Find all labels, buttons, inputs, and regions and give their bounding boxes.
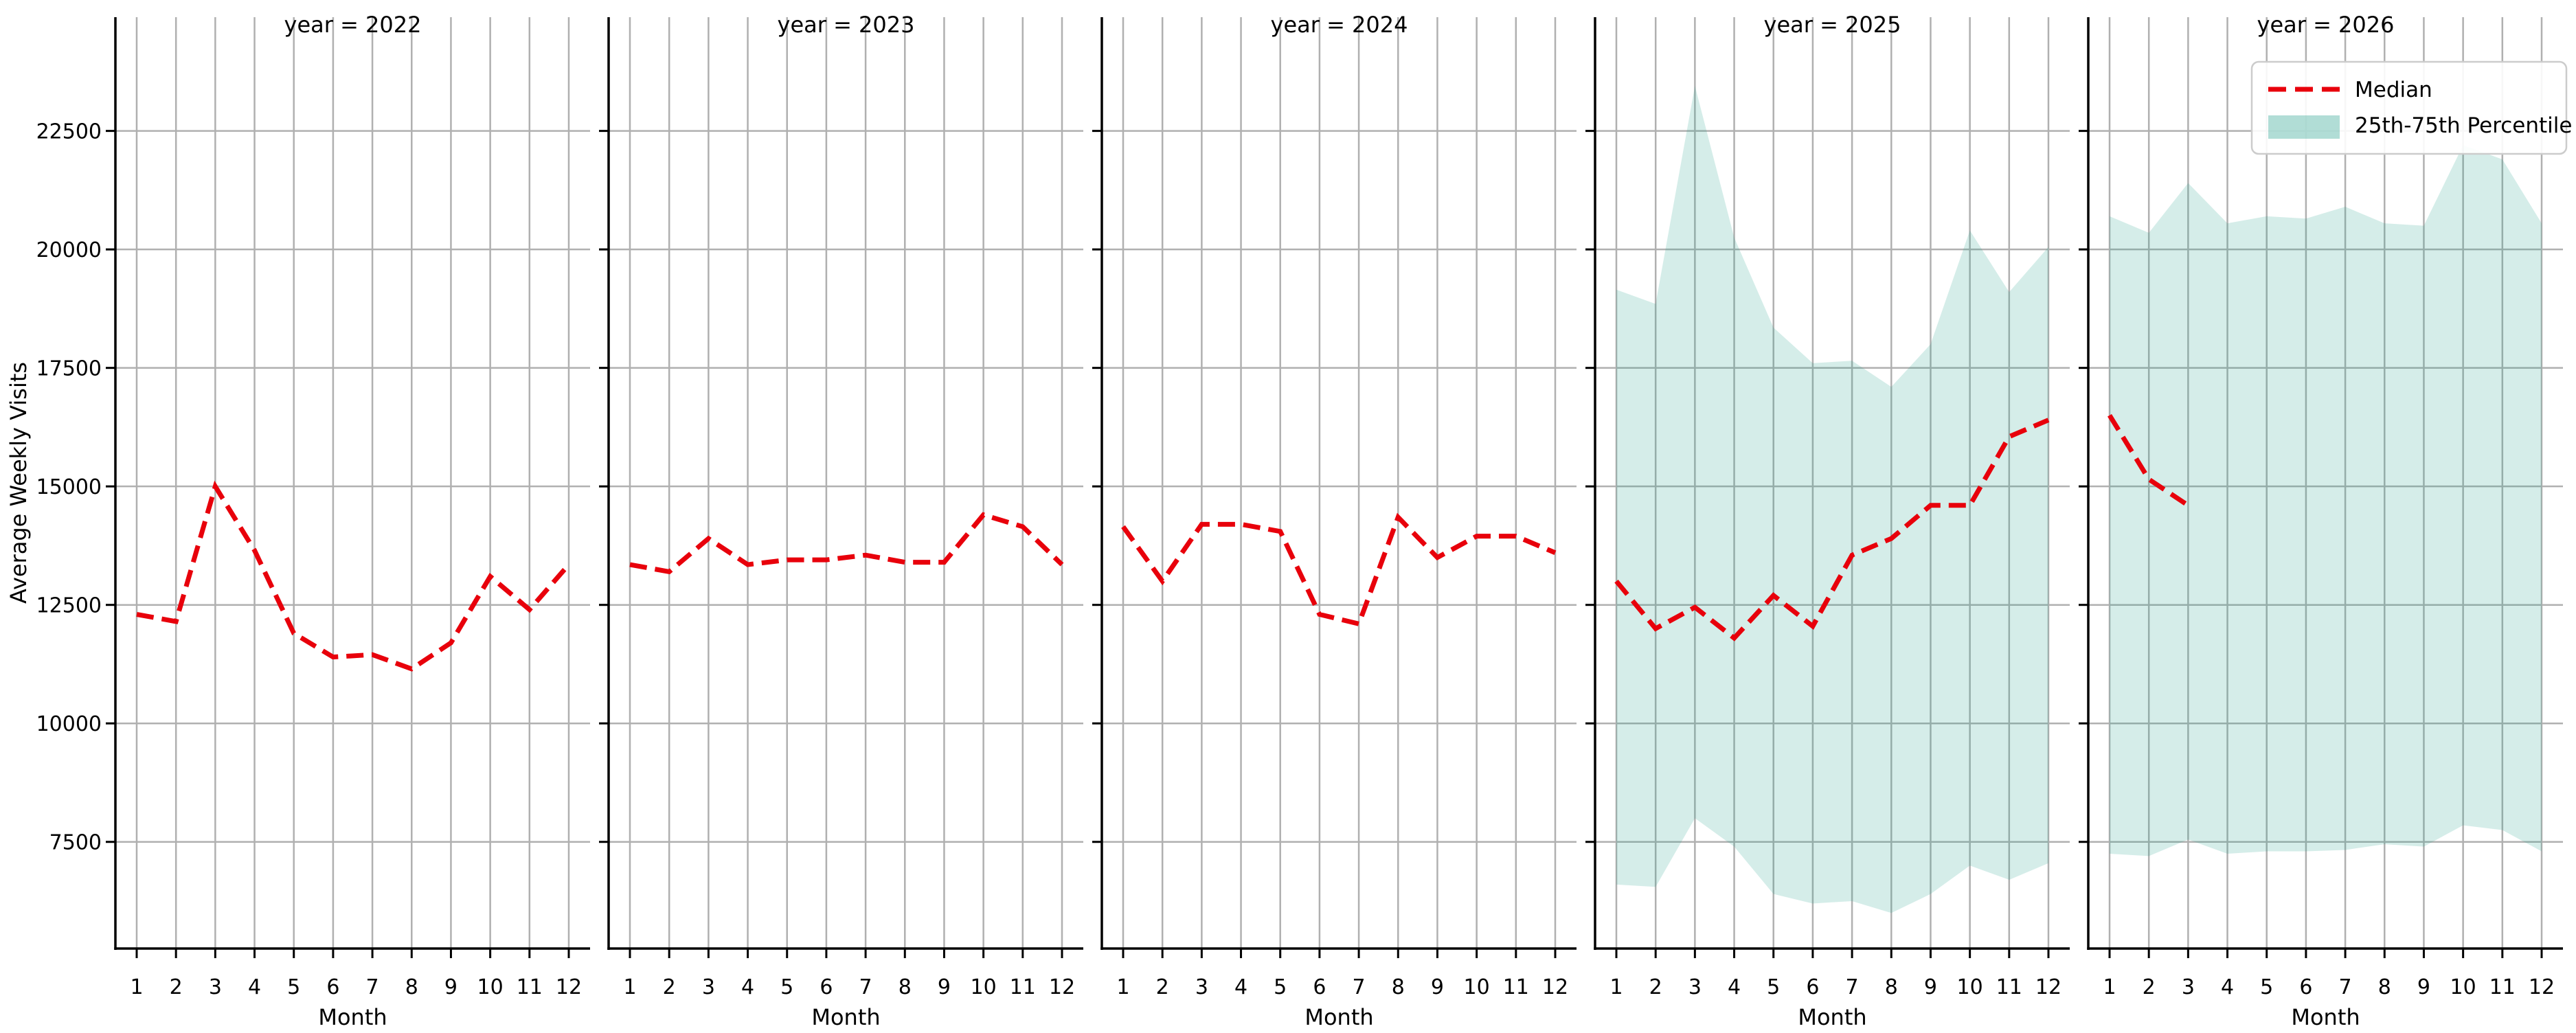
y-tick-label-10000: 10000 bbox=[36, 712, 102, 736]
x-tick-label-2024-m8: 8 bbox=[1392, 975, 1405, 999]
x-tick-label-2024-m7: 7 bbox=[1353, 975, 1366, 999]
x-tick-label-2022-m8: 8 bbox=[405, 975, 418, 999]
x-tick-label-2026-m3: 3 bbox=[2182, 975, 2195, 999]
x-tick-label-2024-m3: 3 bbox=[1195, 975, 1208, 999]
x-tick-label-2025-m7: 7 bbox=[1846, 975, 1859, 999]
x-axis-label-2025: Month bbox=[1798, 1004, 1866, 1030]
facet-title-2026: year = 2026 bbox=[2257, 12, 2395, 38]
x-tick-label-2025-m12: 12 bbox=[2035, 975, 2061, 999]
x-tick-label-2025-m9: 9 bbox=[1924, 975, 1937, 999]
x-tick-label-2022-m11: 11 bbox=[517, 975, 543, 999]
x-tick-label-2023-m4: 4 bbox=[741, 975, 754, 999]
x-tick-label-2026-m2: 2 bbox=[2143, 975, 2156, 999]
x-tick-label-2024-m11: 11 bbox=[1503, 975, 1529, 999]
x-tick-label-2026-m11: 11 bbox=[2489, 975, 2516, 999]
legend-label-median: Median bbox=[2355, 78, 2432, 102]
x-tick-label-2026-m7: 7 bbox=[2339, 975, 2352, 999]
x-tick-label-2025-m6: 6 bbox=[1806, 975, 1819, 999]
x-tick-label-2026-m4: 4 bbox=[2221, 975, 2234, 999]
x-tick-label-2024-m1: 1 bbox=[1116, 975, 1129, 999]
x-tick-label-2025-m5: 5 bbox=[1767, 975, 1780, 999]
x-tick-label-2022-m10: 10 bbox=[477, 975, 504, 999]
y-tick-label-20000: 20000 bbox=[36, 238, 102, 262]
x-tick-label-2026-m10: 10 bbox=[2450, 975, 2476, 999]
x-tick-label-2022-m2: 2 bbox=[170, 975, 183, 999]
percentile-band-2026 bbox=[2110, 145, 2542, 856]
x-tick-label-2025-m3: 3 bbox=[1688, 975, 1702, 999]
x-tick-label-2022-m4: 4 bbox=[248, 975, 261, 999]
x-tick-label-2026-m1: 1 bbox=[2103, 975, 2116, 999]
x-tick-label-2022-m3: 3 bbox=[209, 975, 222, 999]
x-tick-label-2026-m9: 9 bbox=[2417, 975, 2430, 999]
y-tick-label-15000: 15000 bbox=[36, 475, 102, 499]
x-tick-label-2026-m5: 5 bbox=[2260, 975, 2273, 999]
x-tick-label-2022-m1: 1 bbox=[130, 975, 143, 999]
x-axis-label-2023: Month bbox=[811, 1004, 880, 1030]
x-axis-label-2026: Month bbox=[2291, 1004, 2360, 1030]
x-tick-label-2024-m12: 12 bbox=[1542, 975, 1568, 999]
x-tick-label-2023-m11: 11 bbox=[1010, 975, 1036, 999]
facet-title-2022: year = 2022 bbox=[284, 12, 422, 38]
y-tick-label-7500: 7500 bbox=[49, 831, 102, 855]
x-tick-label-2025-m4: 4 bbox=[1728, 975, 1741, 999]
x-tick-label-2024-m9: 9 bbox=[1431, 975, 1444, 999]
x-tick-label-2023-m3: 3 bbox=[702, 975, 715, 999]
median-line-2022 bbox=[136, 480, 571, 672]
x-tick-label-2024-m5: 5 bbox=[1274, 975, 1287, 999]
x-tick-label-2023-m12: 12 bbox=[1049, 975, 1075, 999]
x-tick-label-2023-m7: 7 bbox=[859, 975, 872, 999]
median-line-2024 bbox=[1121, 512, 1557, 627]
median-line-2026 bbox=[2108, 413, 2190, 508]
x-axis-label-2022: Month bbox=[318, 1004, 387, 1030]
x-tick-label-2022-m7: 7 bbox=[366, 975, 379, 999]
x-tick-label-2024-m2: 2 bbox=[1156, 975, 1169, 999]
x-tick-label-2025-m11: 11 bbox=[1996, 975, 2022, 999]
facet-title-2023: year = 2023 bbox=[778, 12, 915, 38]
legend-box bbox=[2250, 60, 2568, 155]
facet-title-2025: year = 2025 bbox=[1764, 12, 1901, 38]
x-tick-label-2023-m10: 10 bbox=[971, 975, 997, 999]
median-line-2023 bbox=[629, 512, 1064, 575]
x-tick-label-2023-m6: 6 bbox=[820, 975, 833, 999]
x-tick-label-2024-m10: 10 bbox=[1464, 975, 1490, 999]
legend-band-patch-sample bbox=[2268, 115, 2340, 139]
y-tick-label-12500: 12500 bbox=[36, 594, 102, 618]
facet-title-2024: year = 2024 bbox=[1271, 12, 1408, 38]
x-tick-label-2026-m12: 12 bbox=[2529, 975, 2555, 999]
x-tick-label-2025-m1: 1 bbox=[1609, 975, 1623, 999]
x-tick-label-2022-m5: 5 bbox=[287, 975, 300, 999]
x-tick-label-2025-m10: 10 bbox=[1957, 975, 1983, 999]
x-tick-label-2023-m1: 1 bbox=[623, 975, 636, 999]
median-line-2025 bbox=[1614, 418, 2050, 642]
x-tick-label-2023-m2: 2 bbox=[663, 975, 676, 999]
x-tick-label-2022-m12: 12 bbox=[556, 975, 582, 999]
percentile-band-2025 bbox=[1616, 86, 2048, 913]
y-tick-label-17500: 17500 bbox=[36, 357, 102, 381]
x-tick-label-2023-m8: 8 bbox=[899, 975, 912, 999]
x-tick-label-2024-m4: 4 bbox=[1234, 975, 1247, 999]
legend-label-percentile: 25th-75th Percentile bbox=[2355, 113, 2572, 138]
x-tick-label-2025-m8: 8 bbox=[1885, 975, 1898, 999]
x-tick-label-2022-m9: 9 bbox=[444, 975, 457, 999]
x-tick-label-2026-m6: 6 bbox=[2299, 975, 2312, 999]
x-axis-label-2024: Month bbox=[1304, 1004, 1373, 1030]
x-tick-label-2023-m9: 9 bbox=[938, 975, 951, 999]
x-tick-label-2022-m6: 6 bbox=[326, 975, 339, 999]
x-tick-label-2024-m6: 6 bbox=[1313, 975, 1326, 999]
y-tick-label-22500: 22500 bbox=[36, 120, 102, 144]
x-tick-label-2025-m2: 2 bbox=[1649, 975, 1662, 999]
x-tick-label-2026-m8: 8 bbox=[2378, 975, 2391, 999]
y-axis-label: Average Weekly Visits bbox=[5, 362, 32, 604]
x-tick-label-2023-m5: 5 bbox=[780, 975, 793, 999]
